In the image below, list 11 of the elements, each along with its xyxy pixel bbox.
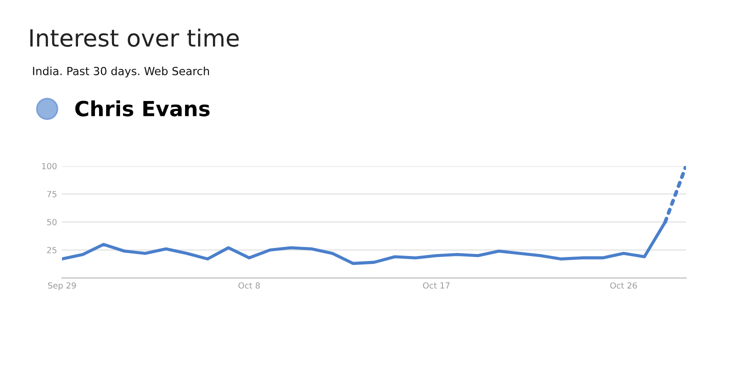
legend-label: Chris Evans (75, 100, 210, 116)
y-tick-label: 100 (42, 162, 57, 170)
x-tick-label: Oct 26 (610, 282, 637, 289)
x-tick-label: Sep 29 (48, 282, 76, 290)
chart-subtitle: India. Past 30 days. Web Search (33, 66, 209, 78)
x-tick-label: Oct 8 (238, 282, 260, 289)
x-tick-label: Oct 17 (423, 282, 450, 289)
chart-title: Interest over time (30, 28, 239, 47)
y-tick-label: 25 (47, 246, 56, 254)
y-tick-label: 50 (47, 218, 57, 226)
y-tick-label: 75 (47, 191, 56, 198)
